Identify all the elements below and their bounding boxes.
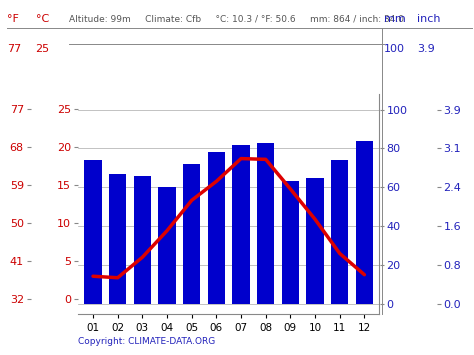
Text: 100: 100 xyxy=(384,44,405,54)
Bar xyxy=(306,178,324,304)
Bar xyxy=(257,143,274,304)
Text: 25: 25 xyxy=(36,44,50,54)
Bar xyxy=(331,160,348,304)
Bar xyxy=(183,164,201,304)
Text: 3.9: 3.9 xyxy=(417,44,435,54)
Bar xyxy=(356,141,373,304)
Bar xyxy=(232,144,250,304)
Text: °C: °C xyxy=(36,14,49,24)
Bar xyxy=(109,174,126,304)
Bar xyxy=(134,176,151,304)
Bar xyxy=(282,181,299,304)
Text: inch: inch xyxy=(417,14,441,24)
Text: mm: mm xyxy=(384,14,406,24)
Text: Altitude: 99m     Climate: Cfb     °C: 10.3 / °F: 50.6     mm: 864 / inch: 34.0: Altitude: 99m Climate: Cfb °C: 10.3 / °F… xyxy=(69,14,404,23)
Bar xyxy=(84,160,101,304)
Text: °F: °F xyxy=(7,14,19,24)
Bar xyxy=(158,187,176,304)
Bar xyxy=(208,152,225,304)
Text: Copyright: CLIMATE-DATA.ORG: Copyright: CLIMATE-DATA.ORG xyxy=(78,337,216,346)
Text: 77: 77 xyxy=(7,44,21,54)
